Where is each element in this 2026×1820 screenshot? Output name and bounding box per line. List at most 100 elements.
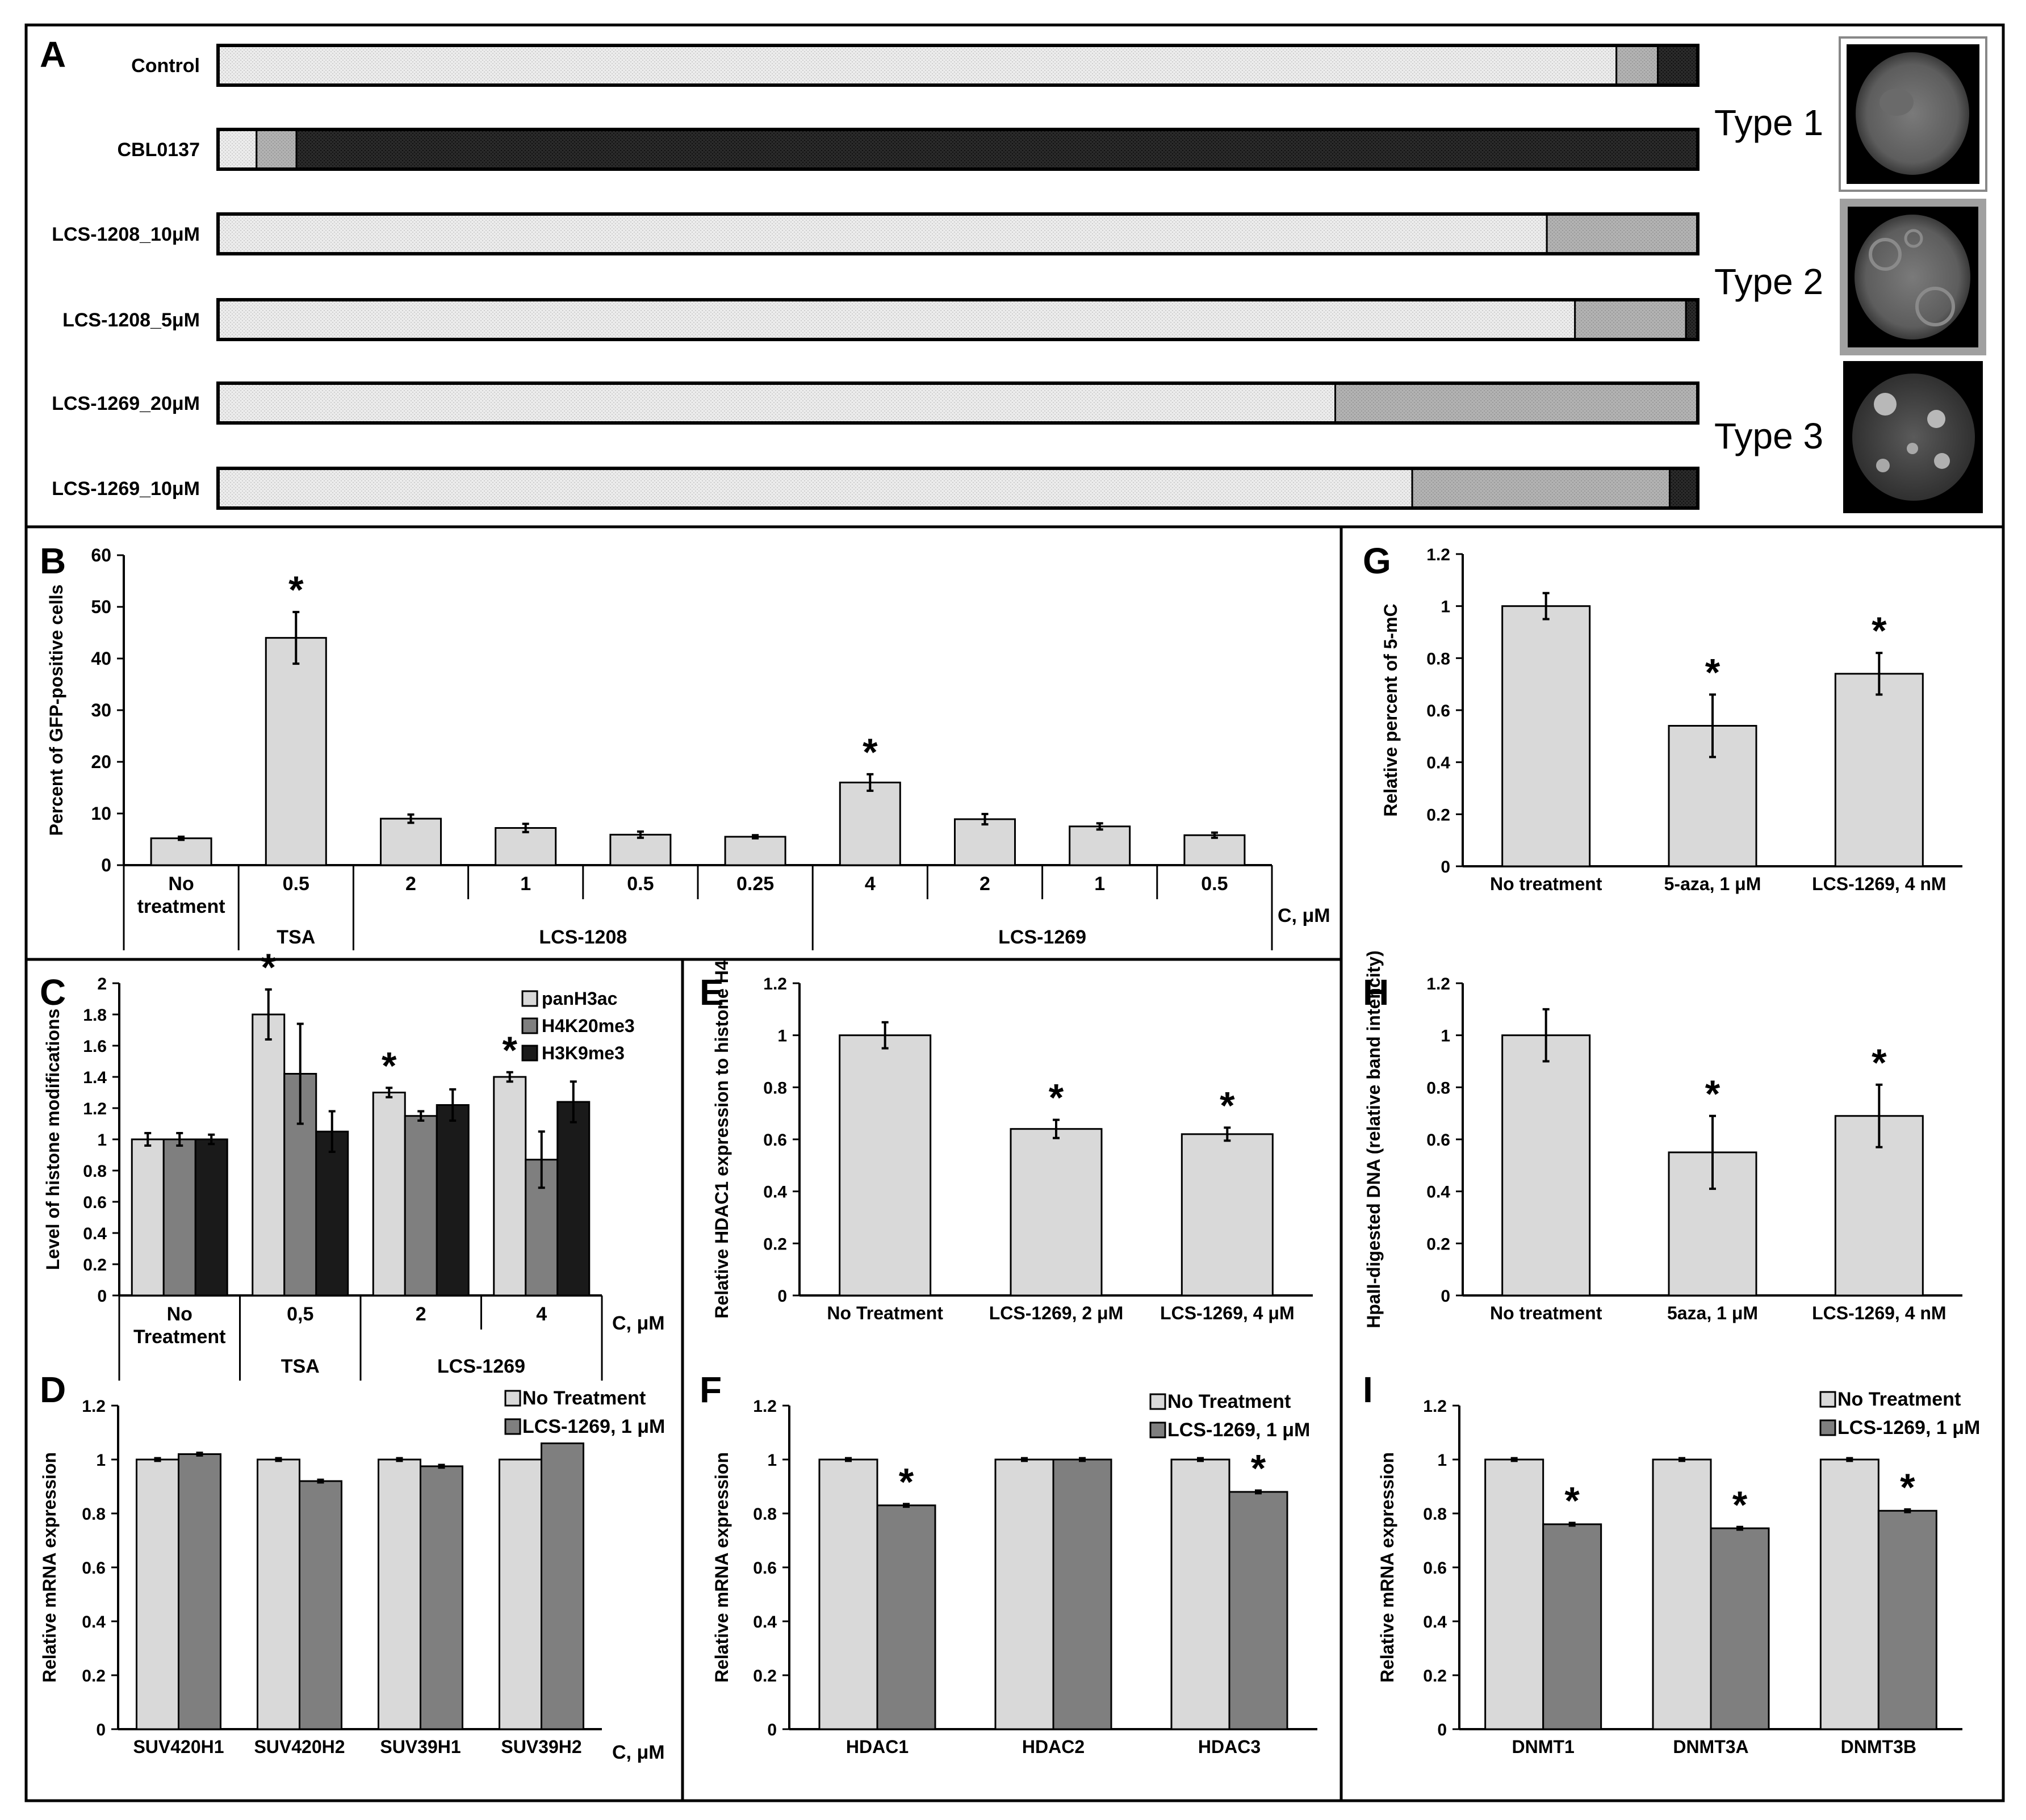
c-legend-label: H4K20me3 <box>542 1016 635 1036</box>
b-group-label: LCS-1269 <box>998 926 1086 948</box>
a-type-label: Type 2 <box>1714 261 1823 302</box>
d-bar <box>299 1480 342 1730</box>
b-x-category-label: 2 <box>405 873 416 895</box>
g-significance-star: * <box>1705 651 1721 694</box>
f-y-tick-label: 0.2 <box>753 1667 777 1685</box>
panel-letter-b: B <box>40 540 66 581</box>
b-group-label: TSA <box>277 926 315 948</box>
f-bar <box>1228 1491 1288 1730</box>
b-bar <box>839 781 901 866</box>
panel-letter-a: A <box>40 34 66 75</box>
e-y-tick-label: 0.2 <box>763 1235 787 1253</box>
e-x-category-label: LCS-1269, 4 μM <box>1160 1303 1295 1323</box>
e-y-tick-label: 0 <box>777 1287 787 1306</box>
d-y-tick-label: 1 <box>96 1451 106 1470</box>
c-bar <box>404 1115 438 1297</box>
a-category-label: LCS-1269_20μM <box>52 393 200 414</box>
c-x-category-label: 4 <box>536 1303 547 1325</box>
chart-e: 0 0.2 0.4 0.6 0.8 1 1.2 Relative HDAC1 expressi… <box>711 960 1313 1323</box>
b-significance-star: * <box>288 568 304 611</box>
c-significance-star: * <box>503 1029 518 1072</box>
c-x-category-label: No <box>167 1303 192 1325</box>
e-significance-star: * <box>1049 1076 1064 1119</box>
a-segment-type-1 <box>217 44 1618 86</box>
h-y-tick-label: 0.2 <box>1426 1235 1450 1253</box>
f-bar <box>876 1504 936 1730</box>
figure-frame <box>24 23 2005 1802</box>
b-bar <box>609 833 672 866</box>
a-bar-outline <box>216 467 1700 510</box>
f-legend-swatch <box>1149 1393 1166 1410</box>
g-y-tick-label: 0.8 <box>1426 649 1450 668</box>
e-significance-star: * <box>1220 1084 1235 1127</box>
type3-nucleus-image <box>1843 361 1983 513</box>
c-y-tick-label: 0.6 <box>83 1193 107 1212</box>
e-y-tick-label: 1 <box>777 1027 787 1046</box>
chart-c: 0 0.2 0.4 0.6 0.8 1 1.2 1.4 1.6 1.8 2 Level of hist… <box>43 946 665 1381</box>
i-bar <box>1877 1509 1937 1730</box>
g-y-tick-label: 1 <box>1441 598 1450 617</box>
panel-letter-e: E <box>700 972 724 1013</box>
a-segment-type-3 <box>295 128 1699 170</box>
c-y-tick-label: 1 <box>97 1131 107 1150</box>
a-segment-type-1 <box>217 299 1576 341</box>
chart-i: 0 0.2 0.4 0.6 0.8 1 1.2 Relative mRNA expressio… <box>1377 1389 1980 1757</box>
d-legend-label: No Treatment <box>522 1387 646 1409</box>
g-y-tick-label: 1.2 <box>1426 546 1450 564</box>
b-x-category-label: 0.5 <box>1201 873 1228 895</box>
a-bar-outline <box>216 381 1700 425</box>
f-x-category-label: HDAC1 <box>846 1737 909 1757</box>
i-y-axis-title: Relative mRNA expression <box>1377 1452 1397 1683</box>
chart-a: Control CBL0137 LCS-1208_10μM LCS-1208_5μM L… <box>52 44 1823 510</box>
a-segment-type-1 <box>217 467 1413 509</box>
chart-f: 0 0.2 0.4 0.6 0.8 1 1.2 Relative mRNA expressio… <box>711 1391 1317 1757</box>
b-bar <box>1069 825 1131 866</box>
e-y-tick-label: 1.2 <box>763 975 787 993</box>
h-y-tick-label: 1.2 <box>1426 975 1450 993</box>
a-bar-outline <box>216 44 1700 87</box>
i-significance-star: * <box>1732 1483 1748 1527</box>
f-legend-label: LCS-1269, 1 μM <box>1167 1419 1310 1441</box>
d-y-tick-label: 0.2 <box>82 1667 106 1685</box>
d-legend-swatch <box>504 1390 521 1407</box>
f-x-category-label: HDAC3 <box>1198 1737 1261 1757</box>
i-y-tick-label: 0.2 <box>1423 1667 1447 1685</box>
g-y-tick-label: 0.4 <box>1426 754 1450 773</box>
b-bar <box>380 817 442 866</box>
h-significance-star: * <box>1872 1041 1887 1084</box>
h-y-tick-label: 0.8 <box>1426 1079 1450 1097</box>
d-bar <box>378 1458 421 1730</box>
panel-letter-h: H <box>1363 972 1389 1013</box>
c-y-tick-label: 1.6 <box>83 1037 107 1056</box>
panel-letter-f: F <box>700 1369 722 1410</box>
f-significance-star: * <box>899 1460 914 1503</box>
b-bar <box>954 818 1016 866</box>
c-bar <box>131 1138 165 1297</box>
g-bar <box>1834 673 1924 867</box>
a-category-label: LCS-1208_10μM <box>52 224 200 245</box>
i-bar <box>1484 1458 1544 1730</box>
c-bar <box>493 1076 527 1297</box>
c-unit-label: C, μM <box>612 1312 665 1334</box>
a-segment-type-2 <box>1615 44 1659 86</box>
i-bar <box>1652 1458 1712 1730</box>
i-y-tick-label: 1.2 <box>1423 1397 1447 1416</box>
g-y-tick-label: 0.2 <box>1426 806 1450 824</box>
d-x-category-label: SUV420H1 <box>133 1737 224 1757</box>
i-legend-label: No Treatment <box>1837 1389 1961 1410</box>
c-legend-swatch <box>521 1017 538 1034</box>
c-bar <box>315 1130 349 1297</box>
h-bar <box>1501 1034 1591 1297</box>
i-bar <box>1542 1523 1602 1730</box>
b-y-tick-label: 0 <box>101 855 111 875</box>
h-y-tick-label: 1 <box>1441 1027 1450 1046</box>
a-segment-type-2 <box>1574 299 1687 341</box>
d-bar <box>257 1458 300 1730</box>
c-legend-label: panH3ac <box>542 988 617 1009</box>
f-y-tick-label: 0.6 <box>753 1559 777 1578</box>
a-bar-outline <box>216 298 1700 341</box>
d-y-tick-label: 0 <box>96 1721 106 1739</box>
g-x-category-label: LCS-1269, 4 nM <box>1812 874 1947 894</box>
f-y-axis-title: Relative mRNA expression <box>711 1452 732 1683</box>
